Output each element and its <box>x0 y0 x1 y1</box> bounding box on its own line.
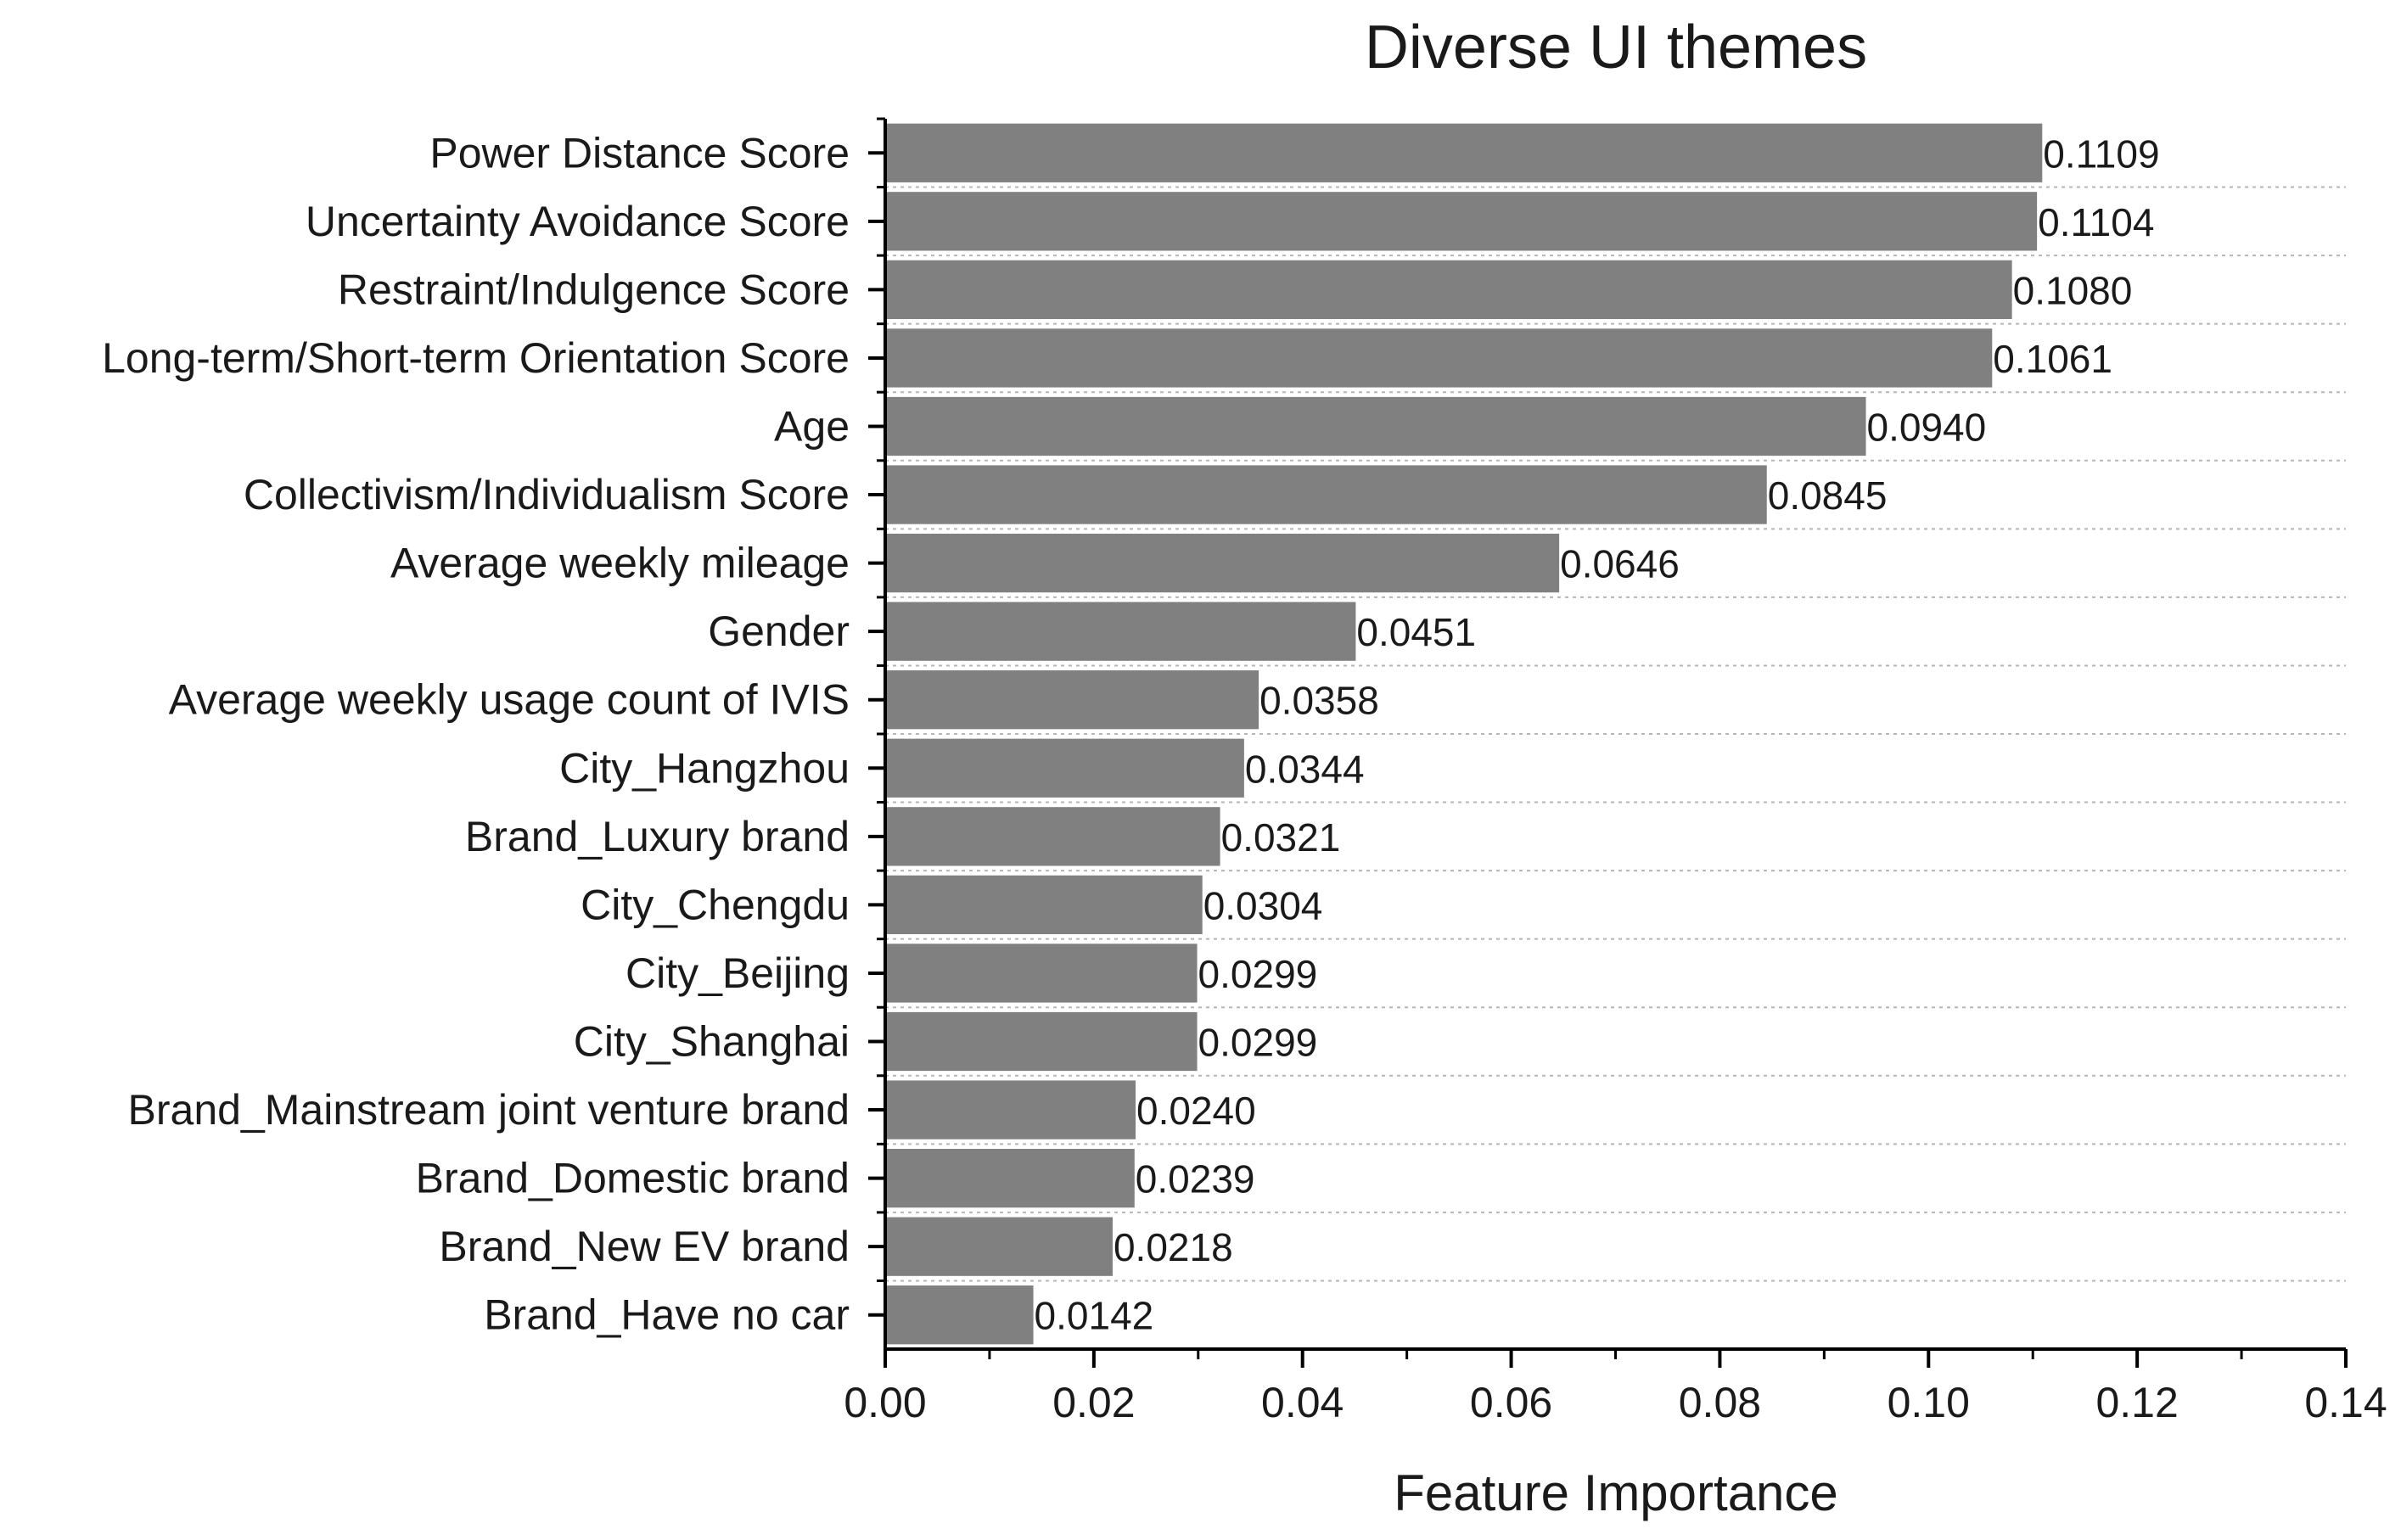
chart-title: Diverse UI themes <box>1365 14 1867 81</box>
x-tick-label: 0.04 <box>1261 1379 1344 1426</box>
bars <box>885 123 2043 1345</box>
x-tick-label: 0.12 <box>2095 1379 2178 1426</box>
value-label: 0.1104 <box>2038 200 2154 244</box>
category-label: City_Beijing <box>625 949 850 997</box>
axes: 0.00 0.02 0.04 0.06 0.08 0.10 0.12 0.14 <box>844 117 2387 1426</box>
value-label: 0.0646 <box>1560 542 1680 586</box>
bar <box>885 602 1356 661</box>
bar <box>885 1285 1034 1345</box>
bar <box>885 533 1560 593</box>
bar <box>885 1217 1113 1276</box>
x-axis-title: Feature Importance <box>1394 1464 1838 1521</box>
bar <box>885 944 1198 1003</box>
value-label: 0.0321 <box>1221 815 1341 860</box>
bar <box>885 1080 1136 1140</box>
grid-lines <box>885 186 2346 1282</box>
value-label: 0.0239 <box>1136 1157 1255 1201</box>
value-label: 0.0358 <box>1259 679 1379 723</box>
x-tick-label: 0.02 <box>1052 1379 1135 1426</box>
value-label: 0.1061 <box>1993 337 2112 381</box>
category-label: City_Chengdu <box>581 881 850 928</box>
category-label: Brand_New EV brand <box>439 1223 850 1270</box>
value-label: 0.0240 <box>1136 1089 1256 1133</box>
value-label: 0.0142 <box>1035 1294 1154 1338</box>
category-label: Uncertainty Avoidance Score <box>306 198 850 245</box>
value-label: 0.0344 <box>1245 747 1365 791</box>
category-label: Average weekly usage count of IVIS <box>169 676 850 724</box>
category-label: Brand_Luxury brand <box>465 813 850 860</box>
bar <box>885 807 1220 866</box>
value-label: 0.0304 <box>1203 883 1323 927</box>
value-label: 0.0299 <box>1198 1021 1318 1065</box>
bar <box>885 123 2043 182</box>
bar <box>885 1011 1198 1072</box>
category-label: City_Shanghai <box>574 1018 850 1066</box>
x-tick-label: 0.00 <box>844 1379 926 1426</box>
bar <box>885 465 1767 524</box>
value-label: 0.1109 <box>2043 132 2159 176</box>
bar <box>885 1148 1135 1208</box>
bar <box>885 192 2038 251</box>
x-tick-label: 0.14 <box>2304 1379 2387 1426</box>
value-label: 0.0845 <box>1768 473 1888 518</box>
category-label: Collectivism/Individualism Score <box>244 471 850 518</box>
bar <box>885 738 1244 798</box>
bar <box>885 328 1993 388</box>
x-tick-label: 0.06 <box>1470 1379 1552 1426</box>
bar <box>885 875 1203 935</box>
category-label: Brand_Have no car <box>484 1291 850 1339</box>
bar <box>885 396 1866 456</box>
category-label: Age <box>774 403 850 451</box>
category-label: Restraint/Indulgence Score <box>338 266 850 313</box>
bar <box>885 670 1259 730</box>
value-label: 0.0299 <box>1198 952 1318 996</box>
category-label: Long-term/Short-term Orientation Score <box>102 334 850 382</box>
value-label: 0.0451 <box>1356 610 1476 654</box>
category-label: Average weekly mileage <box>390 540 850 587</box>
category-labels: Power Distance Score Uncertainty Avoidanc… <box>102 129 850 1338</box>
value-label: 0.0218 <box>1114 1225 1233 1269</box>
category-label: Brand_Domestic brand <box>416 1155 850 1202</box>
value-label: 0.1080 <box>2013 268 2133 312</box>
category-label: Power Distance Score <box>429 129 850 176</box>
category-label: City_Hangzhou <box>559 744 850 792</box>
x-tick-label: 0.08 <box>1679 1379 1761 1426</box>
value-label: 0.0940 <box>1867 406 1987 450</box>
category-label: Gender <box>708 608 850 655</box>
bar <box>885 260 2012 320</box>
category-label: Brand_Mainstream joint venture brand <box>128 1086 850 1134</box>
x-tick-label: 0.10 <box>1888 1379 1970 1426</box>
